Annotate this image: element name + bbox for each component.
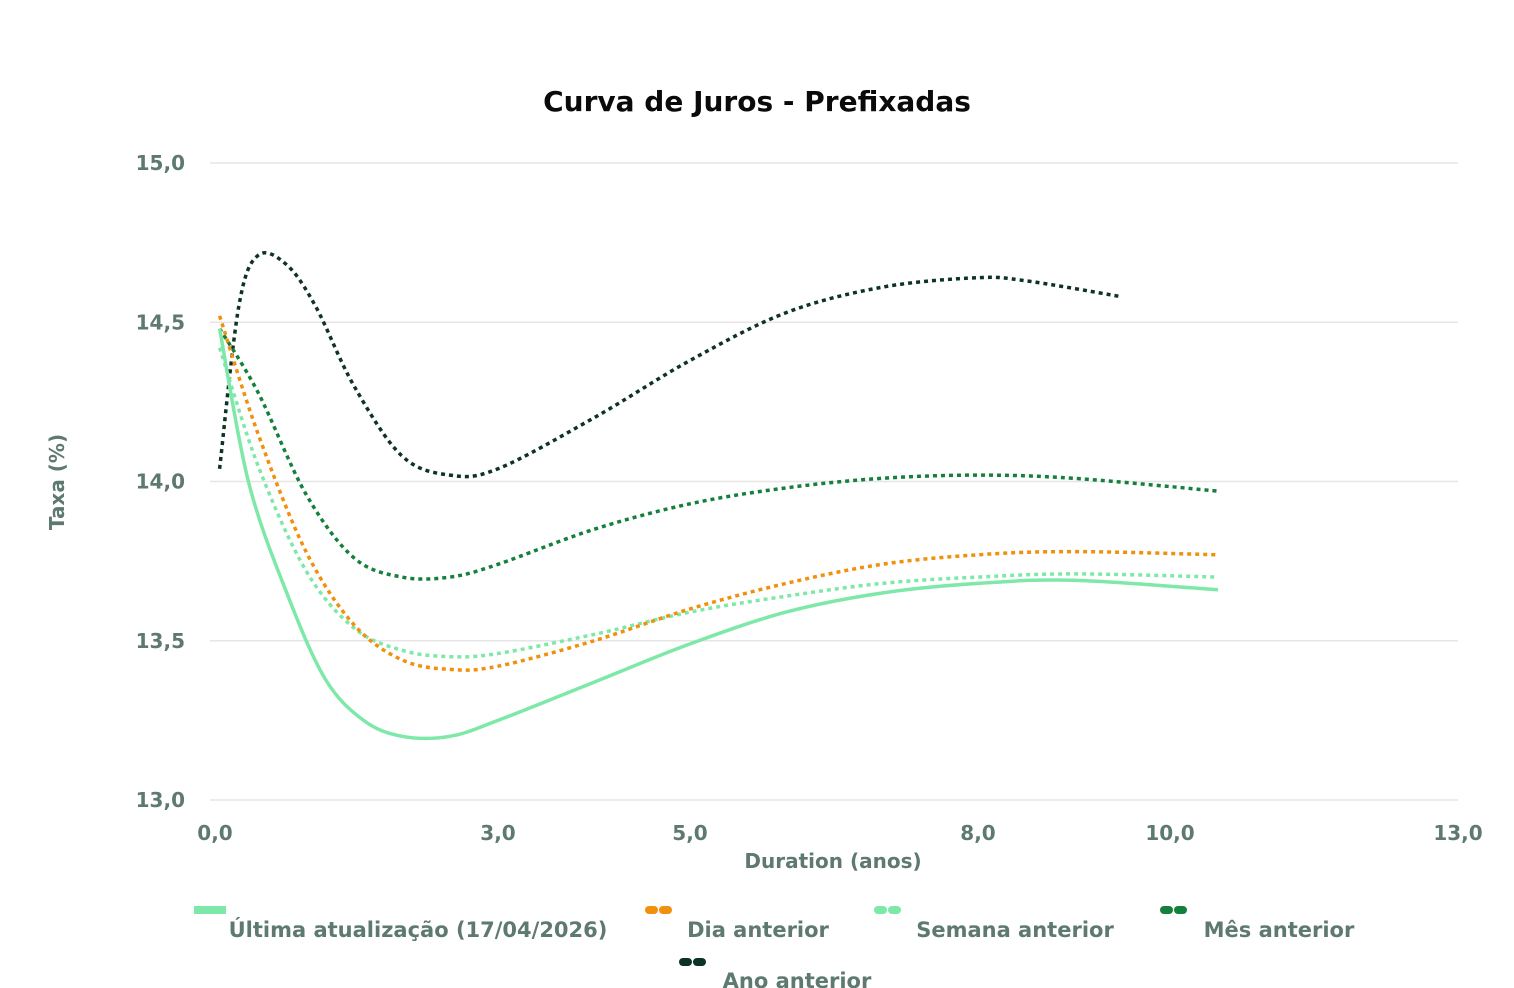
series-line-2 bbox=[217, 347, 1219, 659]
y-tick-label: 14,5 bbox=[136, 310, 185, 334]
series-line-3 bbox=[218, 327, 1219, 581]
legend-item-4[interactable]: Ano anterior bbox=[679, 958, 872, 988]
y-tick-label: 15,0 bbox=[136, 151, 185, 175]
x-tick-label: 5,0 bbox=[672, 821, 707, 845]
legend-label: Mês anterior bbox=[1204, 918, 1355, 942]
y-axis-label: Taxa (%) bbox=[45, 434, 69, 530]
y-axis-ticks: 13,0 13,5 14,0 14,5 15,0 bbox=[136, 151, 185, 812]
y-tick-label: 14,0 bbox=[136, 470, 185, 494]
series-line-4 bbox=[217, 251, 1123, 479]
legend-item-3[interactable]: Mês anterior bbox=[1160, 906, 1355, 942]
x-axis-label: Duration (anos) bbox=[744, 849, 921, 873]
series-line-1 bbox=[217, 315, 1219, 672]
x-tick-label: 0,0 bbox=[197, 821, 232, 845]
x-axis-ticks: 0,0 3,0 5,0 8,0 10,0 13,0 bbox=[197, 821, 1482, 845]
legend-label: Semana anterior bbox=[916, 918, 1114, 942]
series-line-0 bbox=[217, 328, 1219, 741]
legend-item-1[interactable]: Dia anterior bbox=[645, 906, 830, 942]
legend-label: Última atualização (17/04/2026) bbox=[229, 917, 608, 942]
y-tick-label: 13,5 bbox=[136, 629, 185, 653]
legend: Última atualização (17/04/2026) Dia anter… bbox=[194, 906, 1355, 988]
legend-item-2[interactable]: Semana anterior bbox=[874, 906, 1114, 942]
x-tick-label: 10,0 bbox=[1145, 821, 1194, 845]
y-tick-label: 13,0 bbox=[136, 788, 185, 812]
chart-title: Curva de Juros - Prefixadas bbox=[543, 85, 971, 118]
x-tick-label: 8,0 bbox=[960, 821, 995, 845]
x-tick-label: 13,0 bbox=[1433, 821, 1482, 845]
legend-item-0[interactable]: Última atualização (17/04/2026) bbox=[194, 906, 608, 942]
legend-label: Dia anterior bbox=[687, 918, 829, 942]
x-tick-label: 3,0 bbox=[480, 821, 515, 845]
grid bbox=[210, 162, 1458, 801]
legend-label: Ano anterior bbox=[723, 969, 872, 988]
series-lines bbox=[217, 251, 1219, 741]
